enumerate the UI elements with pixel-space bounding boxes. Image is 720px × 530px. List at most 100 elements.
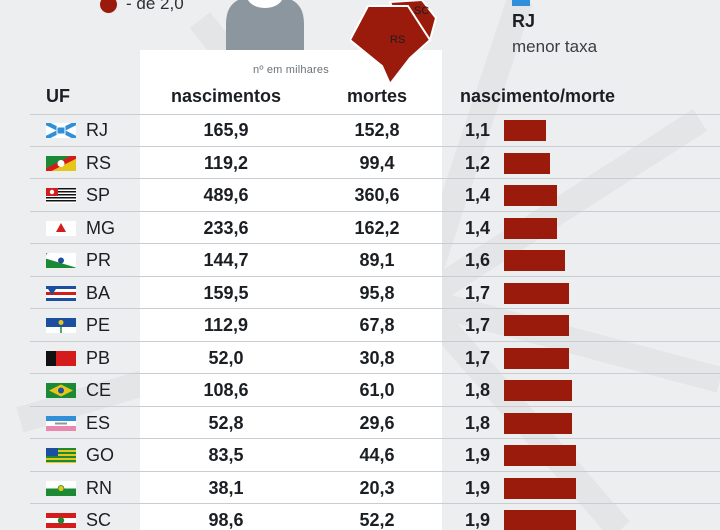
- row-deaths: 152,8: [354, 120, 400, 140]
- row-uf: SC: [86, 510, 112, 530]
- row-divider: [30, 503, 720, 504]
- map-label-sc: SC: [414, 5, 430, 17]
- table-row: RJ 165,9 152,8 1,1: [0, 114, 720, 147]
- row-births: 119,2: [203, 152, 249, 173]
- ratio-bar: [504, 152, 550, 174]
- row-births: 108,6: [203, 380, 249, 400]
- row-ratio: 1,4: [465, 185, 491, 205]
- table-row: RN 38,1 20,3 1,9: [0, 472, 720, 504]
- row-deaths: 360,6: [354, 185, 400, 205]
- row-deaths: 52,2: [359, 510, 395, 530]
- ratio-bar: [504, 347, 569, 369]
- row-deaths: 61,0: [359, 380, 395, 400]
- highlight-note: menor taxa: [512, 37, 598, 56]
- row-uf: PE: [86, 315, 111, 335]
- pe-flag-icon: [46, 318, 76, 333]
- row-uf: RN: [86, 477, 112, 498]
- table-row: MG 233,6 162,2 1,4: [0, 212, 720, 244]
- table-row: PB 52,0 30,8 1,7: [0, 342, 720, 374]
- table-row: CE 108,6 61,0 1,8: [0, 374, 720, 407]
- header-births: nascimentos: [170, 86, 282, 106]
- ba-flag-icon: [46, 285, 76, 301]
- header-deaths: mortes: [346, 86, 408, 106]
- row-ratio: 1,9: [465, 477, 491, 498]
- row-deaths: 20,3: [359, 477, 395, 498]
- row-births: 165,9: [203, 120, 249, 140]
- row-uf: ES: [86, 412, 111, 433]
- row-divider: [30, 340, 720, 342]
- row-divider: [30, 405, 720, 407]
- ratio-bar: [504, 412, 572, 434]
- go-flag-icon: [46, 448, 76, 463]
- row-ratio: 1,4: [465, 217, 491, 238]
- row-divider: [30, 438, 720, 439]
- row-deaths: 95,8: [359, 282, 395, 303]
- ratio-bar: [504, 477, 576, 499]
- row-deaths: 30,8: [359, 347, 395, 368]
- map-label-rs: RS: [390, 34, 406, 46]
- row-deaths: 162,2: [354, 217, 400, 238]
- row-ratio: 1,6: [465, 250, 491, 270]
- row-births: 489,6: [203, 185, 249, 205]
- legend-label: - de 2,0: [126, 0, 184, 13]
- row-births: 52,0: [208, 347, 244, 368]
- ce-flag-icon: [46, 383, 76, 398]
- row-uf: CE: [86, 380, 112, 400]
- ratio-bar: [504, 315, 569, 336]
- ratio-bar: [504, 185, 557, 206]
- row-divider: [30, 373, 720, 374]
- header-ratio: nascimento/morte: [460, 86, 616, 106]
- sp-flag-icon: [46, 188, 76, 203]
- row-divider: [30, 178, 720, 179]
- table-row: SC 98,6 52,2 1,9: [0, 504, 720, 530]
- row-ratio: 1,9: [465, 445, 491, 465]
- header-divider: [30, 114, 720, 115]
- row-divider: [30, 243, 720, 244]
- row-ratio: 1,1: [465, 120, 491, 140]
- row-uf: PB: [86, 347, 111, 368]
- deaths-column-panel: [312, 50, 442, 530]
- row-uf: GO: [86, 445, 115, 465]
- pr-flag-icon: [46, 253, 76, 268]
- ratio-bar: [504, 217, 557, 239]
- ratio-bar: [504, 510, 576, 530]
- header-uf: UF: [46, 86, 70, 106]
- table-row: ES 52,8 29,6 1,8: [0, 407, 720, 439]
- units-note: nº em milhares: [253, 64, 329, 76]
- row-ratio: 1,9: [465, 510, 491, 530]
- highlight-state: RJ: [512, 11, 536, 31]
- row-births: 233,6: [203, 217, 249, 238]
- row-births: 98,6: [208, 510, 244, 530]
- legend-swatch: [100, 0, 117, 13]
- row-deaths: 89,1: [359, 250, 395, 270]
- row-ratio: 1,7: [465, 315, 491, 335]
- row-births: 144,7: [203, 250, 249, 270]
- row-births: 112,9: [203, 315, 249, 335]
- row-uf: MG: [86, 217, 115, 238]
- states-map-icon: [350, 0, 438, 84]
- births-column-panel: [140, 50, 312, 530]
- rs-flag-icon: [46, 155, 76, 171]
- row-ratio: 1,7: [465, 347, 491, 368]
- rn-flag-icon: [46, 480, 76, 496]
- rj-flag-icon: [46, 123, 76, 138]
- table-row: SP 489,6 360,6 1,4: [0, 179, 720, 212]
- row-divider: [30, 470, 720, 472]
- row-divider: [30, 145, 720, 147]
- ratio-bar: [504, 120, 546, 141]
- row-divider: [30, 210, 720, 212]
- row-ratio: 1,8: [465, 412, 491, 433]
- ratio-bar: [504, 250, 565, 271]
- row-divider: [30, 308, 720, 309]
- row-births: 159,5: [203, 282, 249, 303]
- row-deaths: 44,6: [359, 445, 395, 465]
- row-deaths: 99,4: [359, 152, 395, 173]
- mg-flag-icon: [46, 220, 76, 236]
- row-uf: SP: [86, 185, 111, 205]
- state-table: RJ 165,9 152,8 1,1 RS 119,2 99,4 1,2 SP …: [0, 114, 720, 530]
- row-uf: RJ: [86, 120, 108, 140]
- row-ratio: 1,2: [465, 152, 491, 173]
- row-births: 52,8: [208, 412, 244, 433]
- row-ratio: 1,7: [465, 282, 491, 303]
- table-row: PR 144,7 89,1 1,6: [0, 244, 720, 277]
